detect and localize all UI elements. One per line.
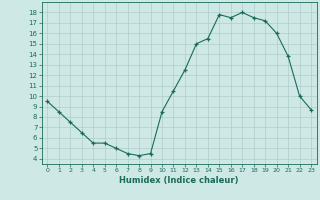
- X-axis label: Humidex (Indice chaleur): Humidex (Indice chaleur): [119, 176, 239, 185]
